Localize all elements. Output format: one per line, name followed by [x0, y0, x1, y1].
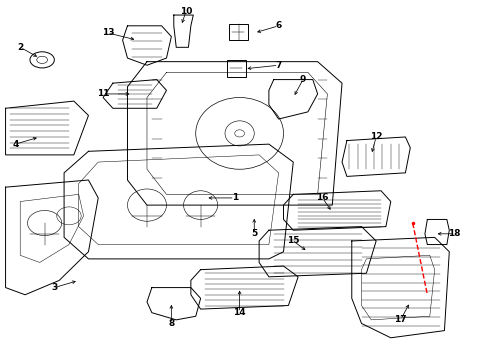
Text: 2: 2: [17, 43, 23, 52]
Text: 1: 1: [231, 193, 237, 202]
Text: 18: 18: [447, 229, 460, 238]
Text: 17: 17: [393, 315, 406, 324]
Text: 4: 4: [12, 140, 19, 149]
Text: 13: 13: [102, 28, 114, 37]
Text: 15: 15: [286, 237, 299, 246]
Text: 16: 16: [316, 193, 328, 202]
Text: 7: 7: [275, 61, 281, 70]
Text: 5: 5: [251, 229, 257, 238]
Text: 3: 3: [51, 283, 57, 292]
Text: 12: 12: [369, 132, 382, 141]
Text: 9: 9: [299, 75, 305, 84]
Text: 6: 6: [275, 21, 281, 30]
Text: 8: 8: [168, 319, 174, 328]
Text: 11: 11: [97, 89, 109, 98]
Text: 10: 10: [180, 7, 192, 16]
Text: 14: 14: [233, 308, 245, 317]
